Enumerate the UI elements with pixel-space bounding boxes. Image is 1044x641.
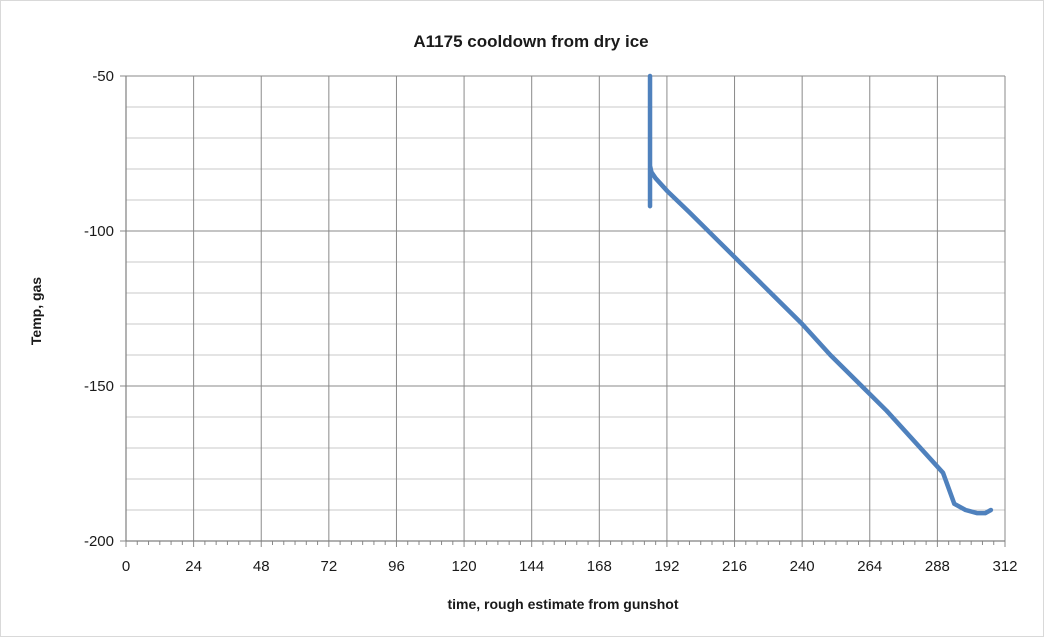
y-tick-label: -200	[84, 533, 114, 550]
x-tick-label: 48	[253, 558, 270, 575]
y-tick-label: -50	[92, 68, 114, 85]
x-tick-label: 216	[722, 558, 747, 575]
y-axis-title: Temp, gas	[28, 277, 44, 345]
x-tick-label: 0	[122, 558, 130, 575]
x-tick-label: 192	[654, 558, 679, 575]
x-tick-label: 120	[452, 558, 477, 575]
y-tick-label: -150	[84, 378, 114, 395]
x-tick-labels: 0 24 48 72 96 120 144 168 192 216 240 264 288 312	[122, 558, 1018, 575]
x-tick-label: 288	[925, 558, 950, 575]
series-layer	[647, 73, 994, 516]
x-axis-title: time, rough estimate from gunshot	[447, 596, 678, 612]
x-tick-label: 168	[587, 558, 612, 575]
minor-gridlines	[126, 106, 1005, 511]
series-line	[647, 73, 994, 516]
axes	[125, 76, 1005, 545]
y-tick-label: -100	[84, 223, 114, 240]
x-tick-label: 96	[388, 558, 405, 575]
x-tick-label: 144	[519, 558, 544, 575]
major-gridlines	[120, 75, 1006, 547]
y-tick-labels: -50 -100 -150 -200	[84, 68, 114, 550]
x-tick-label: 240	[790, 558, 815, 575]
x-tick-label: 312	[992, 558, 1017, 575]
chart-title: A1175 cooldown from dry ice	[413, 32, 648, 51]
x-tick-label: 264	[857, 558, 882, 575]
x-tick-label: 24	[185, 558, 202, 575]
x-tick-label: 72	[321, 558, 338, 575]
